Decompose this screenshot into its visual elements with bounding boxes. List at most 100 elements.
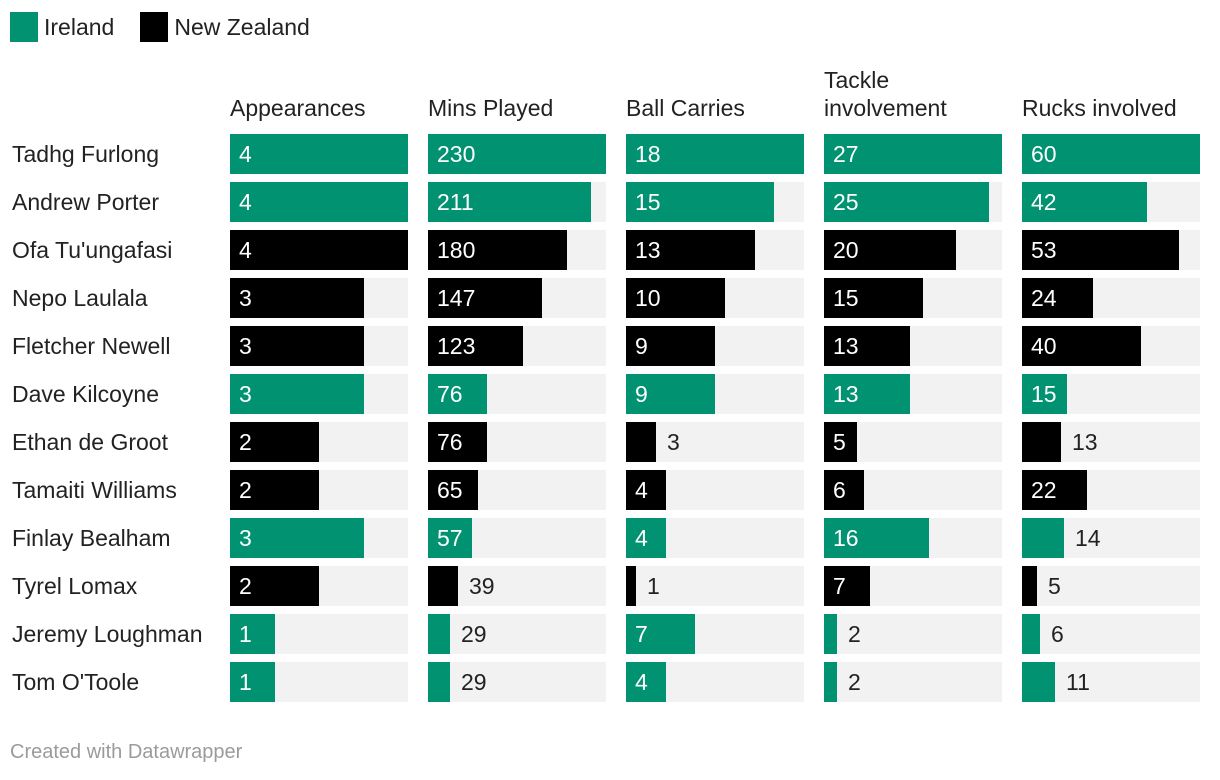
bar <box>428 326 523 366</box>
bar-value: 29 <box>461 669 487 695</box>
bar <box>428 182 591 222</box>
bar-value: 4 <box>239 189 252 215</box>
bar <box>1022 230 1179 270</box>
bar-value: 4 <box>635 477 648 503</box>
bar-track <box>428 662 606 702</box>
legend-item-ireland: Ireland <box>10 12 114 42</box>
legend-label-new-zealand: New Zealand <box>174 13 310 40</box>
bar-value: 2 <box>239 477 252 503</box>
bar <box>626 230 755 270</box>
bar-value: 4 <box>635 669 648 695</box>
bar <box>626 614 695 654</box>
bar-value: 15 <box>833 285 859 311</box>
bar-value: 22 <box>1031 477 1057 503</box>
bar <box>230 278 364 318</box>
bar <box>230 662 275 702</box>
bar <box>230 518 364 558</box>
bar-track <box>824 614 1002 654</box>
bar-value: 13 <box>1072 429 1098 455</box>
bar-value: 2 <box>848 621 861 647</box>
bar <box>428 518 472 558</box>
bar <box>1022 326 1141 366</box>
bar-value: 2 <box>239 429 252 455</box>
bar <box>1022 278 1093 318</box>
bar-value: 1 <box>647 573 660 599</box>
bar <box>1022 518 1064 558</box>
bar-value: 7 <box>833 573 846 599</box>
bar <box>626 662 666 702</box>
bar <box>230 374 364 414</box>
bar <box>626 566 636 606</box>
bar <box>1022 470 1087 510</box>
bar-value: 147 <box>437 285 476 311</box>
bar-value: 180 <box>437 237 476 263</box>
bar <box>428 134 606 174</box>
bar <box>626 422 656 462</box>
bar-value: 42 <box>1031 189 1057 215</box>
row-label: Fletcher Newell <box>12 333 171 359</box>
column-header-ball-carries: Ball Carries <box>626 95 745 121</box>
bar <box>626 326 715 366</box>
bar-track <box>626 566 804 606</box>
bar-value: 76 <box>437 429 463 455</box>
bar-value: 3 <box>239 285 252 311</box>
bar-value: 9 <box>635 381 648 407</box>
row-label: Ofa Tu'ungafasi <box>12 237 173 263</box>
bar-value: 3 <box>667 429 680 455</box>
bar-value: 4 <box>635 525 648 551</box>
bar <box>626 278 725 318</box>
bar-value: 13 <box>833 333 859 359</box>
bar-value: 40 <box>1031 333 1057 359</box>
bar-value: 27 <box>833 141 859 167</box>
bar-value: 39 <box>469 573 495 599</box>
bar <box>230 326 364 366</box>
bar <box>824 614 837 654</box>
bar <box>824 374 910 414</box>
bar <box>824 182 989 222</box>
bar <box>626 182 774 222</box>
bar <box>230 134 408 174</box>
bar <box>1022 566 1037 606</box>
row-label: Finlay Bealham <box>12 525 171 551</box>
bar-value: 57 <box>437 525 463 551</box>
bar <box>626 374 715 414</box>
column-header-rucks-involved: Rucks involved <box>1022 95 1177 121</box>
bar-value: 16 <box>833 525 859 551</box>
bar-value: 29 <box>461 621 487 647</box>
bar-track <box>1022 566 1200 606</box>
bar-value: 4 <box>239 141 252 167</box>
row-label: Tyrel Lomax <box>12 573 138 599</box>
bar <box>428 614 450 654</box>
footer-credit: Created with Datawrapper <box>10 741 243 763</box>
bar <box>428 374 487 414</box>
bar-value: 2 <box>239 573 252 599</box>
column-header-appearances: Appearances <box>230 95 366 121</box>
bar-track <box>824 662 1002 702</box>
bar <box>1022 374 1067 414</box>
bar-value: 76 <box>437 381 463 407</box>
row-label: Jeremy Loughman <box>12 621 203 647</box>
bar <box>824 566 870 606</box>
bar <box>824 278 923 318</box>
bar-value: 60 <box>1031 141 1057 167</box>
bar-track <box>1022 614 1200 654</box>
bar-value: 24 <box>1031 285 1057 311</box>
column-header-tackle-involvement: Tackle involvement <box>824 67 947 121</box>
bar-value: 65 <box>437 477 463 503</box>
bar-value: 18 <box>635 141 661 167</box>
bar-value: 6 <box>1051 621 1064 647</box>
row-label: Dave Kilcoyne <box>12 381 160 407</box>
bar <box>230 230 408 270</box>
bar <box>824 662 837 702</box>
legend-swatch-ireland <box>10 12 38 42</box>
bar-value: 10 <box>635 285 661 311</box>
legend-item-new-zealand: New Zealand <box>140 12 310 42</box>
bar-value: 3 <box>239 381 252 407</box>
bar <box>1022 422 1061 462</box>
row-label: Andrew Porter <box>12 189 160 215</box>
bar <box>428 278 542 318</box>
bar-value: 4 <box>239 237 252 263</box>
bar-track <box>428 614 606 654</box>
row-label: Tadhg Furlong <box>12 141 160 167</box>
row-label: Tom O'Toole <box>12 669 140 695</box>
